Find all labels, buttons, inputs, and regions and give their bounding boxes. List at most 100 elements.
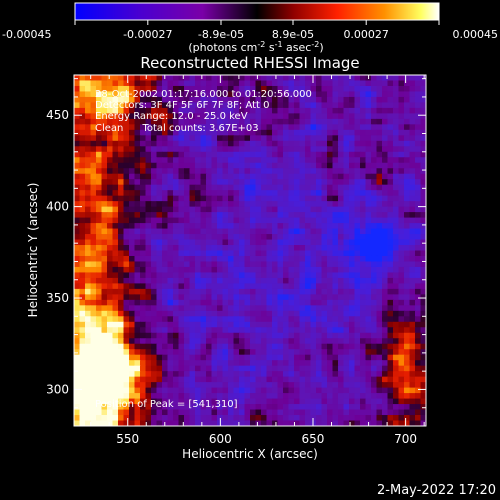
heatmap-cell (145, 316, 152, 323)
heatmap-cell (261, 365, 268, 372)
heatmap-cell (140, 223, 147, 230)
heatmap-cell (129, 338, 136, 345)
heatmap-cell (184, 294, 191, 301)
heatmap-cell (360, 135, 367, 142)
heatmap-cell (365, 255, 372, 263)
heatmap-cell (365, 206, 372, 213)
heatmap-cell (211, 316, 218, 323)
heatmap-cell (239, 299, 246, 306)
heatmap-cell (118, 283, 125, 290)
heatmap-cell (112, 96, 119, 104)
heatmap-cell (316, 398, 323, 405)
heatmap-cell (206, 283, 213, 290)
heatmap-cell (156, 409, 163, 416)
heatmap-cell (387, 255, 394, 263)
heatmap-cell (277, 146, 284, 153)
heatmap-cell (305, 129, 312, 136)
heatmap-cell (178, 305, 185, 312)
heatmap-cell (305, 415, 312, 422)
heatmap-cell (354, 75, 361, 82)
heatmap-cell (382, 365, 389, 372)
heatmap-cell (184, 146, 191, 153)
heatmap-cell (294, 151, 301, 158)
heatmap-cell (222, 349, 229, 356)
heatmap-cell (118, 288, 125, 295)
heatmap-cell (299, 140, 306, 147)
heatmap-cell (332, 371, 339, 378)
heatmap-cell (107, 393, 114, 400)
heatmap-cell (233, 255, 240, 263)
heatmap-cell (409, 294, 416, 301)
heatmap-cell (195, 190, 202, 197)
heatmap-cell (272, 151, 279, 158)
heatmap-cell (261, 140, 268, 147)
heatmap-cell (145, 245, 152, 252)
heatmap-cell (288, 398, 295, 405)
heatmap-cell (118, 305, 125, 312)
heatmap-cell (134, 305, 141, 312)
heatmap-cell (255, 382, 262, 389)
heatmap-cell (255, 80, 262, 87)
heatmap-cell (151, 140, 158, 147)
heatmap-cell (255, 85, 262, 93)
heatmap-cell (415, 343, 422, 350)
heatmap-cell (277, 195, 284, 202)
heatmap-cell (129, 382, 136, 389)
heatmap-cell (404, 135, 411, 142)
heatmap-cell (195, 162, 202, 169)
heatmap-cell (261, 305, 268, 312)
heatmap-cell (228, 420, 235, 426)
heatmap-cell (382, 118, 389, 125)
heatmap-cell (387, 371, 394, 378)
heatmap-cell (233, 96, 240, 104)
heatmap-cell (156, 129, 163, 136)
heatmap-cell (338, 398, 345, 405)
heatmap-cell (354, 343, 361, 350)
heatmap-cell (294, 360, 301, 367)
heatmap-cell (354, 195, 361, 202)
heatmap-cell (272, 288, 279, 295)
heatmap-cell (299, 129, 306, 136)
heatmap-cell (178, 387, 185, 394)
heatmap-cell (79, 277, 86, 284)
heatmap-cell (167, 272, 174, 279)
heatmap-cell (398, 343, 405, 350)
heatmap-cell (272, 261, 279, 268)
heatmap-cell (327, 266, 334, 274)
heatmap-cell (118, 415, 125, 422)
heatmap-cell (316, 234, 323, 241)
heatmap-cell (173, 80, 180, 87)
heatmap-cell (266, 250, 273, 257)
heatmap-cell (195, 118, 202, 125)
heatmap-cell (283, 382, 290, 389)
heatmap-cell (195, 404, 202, 411)
heatmap-cell (261, 310, 268, 317)
heatmap-cell (321, 310, 328, 317)
heatmap-cell (255, 420, 262, 426)
heatmap-cell (338, 173, 345, 180)
heatmap-cell (74, 96, 81, 104)
heatmap-cell (217, 382, 224, 389)
heatmap-cell (321, 398, 328, 405)
heatmap-cell (261, 206, 268, 213)
heatmap-cell (398, 371, 405, 378)
heatmap-cell (123, 255, 130, 263)
heatmap-cell (261, 96, 268, 104)
heatmap-cell (107, 409, 114, 416)
heatmap-cell (85, 327, 92, 334)
heatmap-cell (151, 129, 158, 136)
heatmap-cell (255, 157, 262, 164)
heatmap-cell (365, 239, 372, 246)
heatmap-cell (239, 404, 246, 411)
heatmap-cell (371, 80, 378, 87)
heatmap-cell (151, 91, 158, 98)
heatmap-cell (393, 343, 400, 350)
heatmap-cell (151, 343, 158, 350)
heatmap-cell (90, 173, 97, 180)
heatmap-cell (288, 96, 295, 104)
heatmap-cell (277, 212, 284, 219)
heatmap-cell (162, 102, 169, 109)
heatmap-cell (283, 294, 290, 301)
heatmap-cell (310, 135, 317, 142)
heatmap-cell (85, 118, 92, 125)
